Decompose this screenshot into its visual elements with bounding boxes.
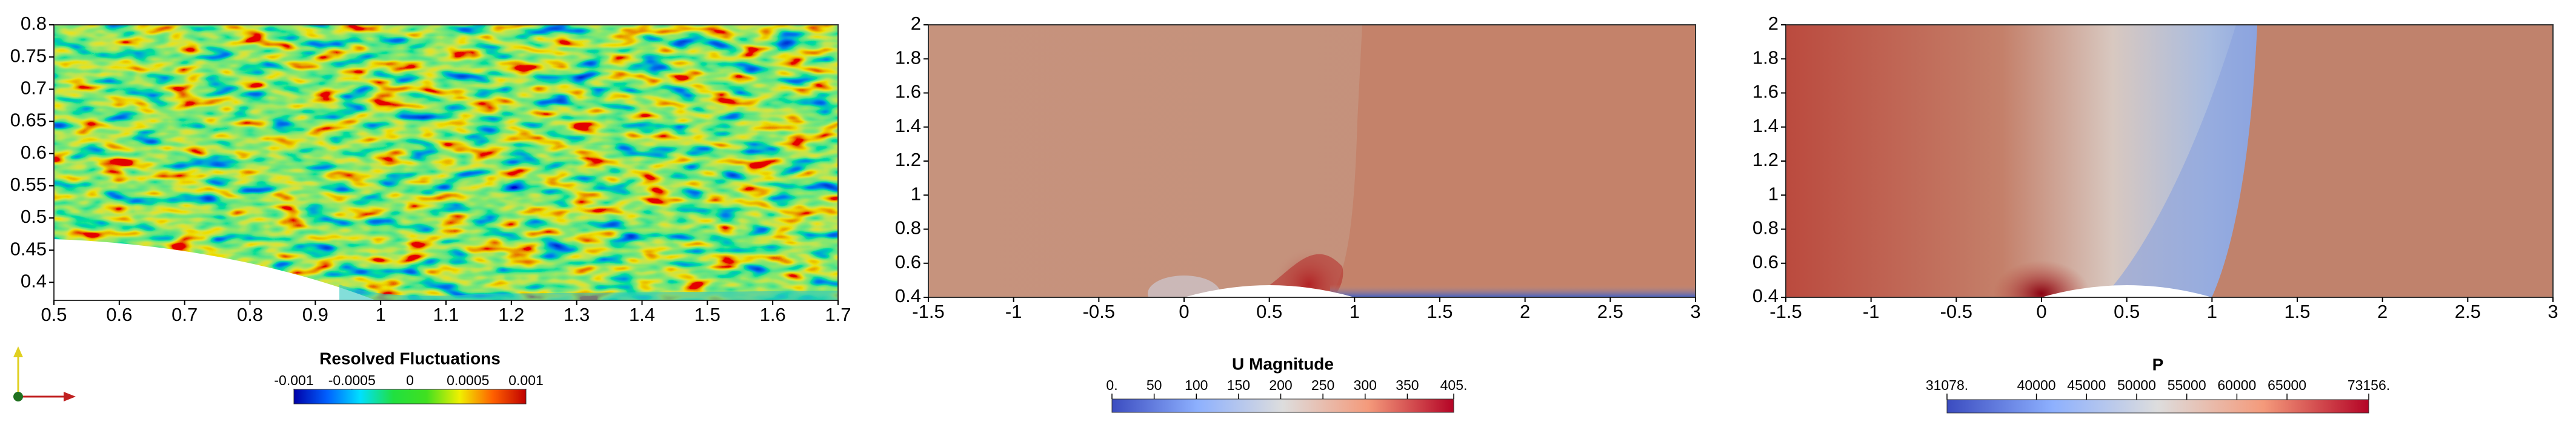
colorbar	[1111, 398, 1454, 413]
colorbar-tick-label: 250	[1311, 377, 1334, 393]
y-tick-label: 1.2	[895, 149, 921, 170]
y-tick-label: 0.8	[1752, 217, 1779, 239]
x-tick-label: 2.5	[1597, 301, 1623, 322]
y-tick-label: 0.75	[10, 45, 47, 66]
colorbar-title: U Magnitude	[1232, 354, 1334, 373]
x-tick-label: 1.5	[2284, 301, 2310, 322]
x-tick-label: -1.5	[1769, 301, 1802, 322]
colorbar-tick-label: 55000	[2168, 377, 2206, 393]
colorbar-tick-label: 31078.	[1926, 377, 1968, 393]
colorbar-tick-label: 405.	[1440, 377, 1468, 393]
x-tick-label: 3	[2548, 301, 2558, 322]
y-tick-label: 0.45	[10, 238, 47, 259]
y-tick-label: 1.2	[1752, 149, 1779, 170]
colorbar-title: P	[2152, 355, 2164, 374]
field-velocity	[928, 25, 1696, 297]
x-tick-label: 0.5	[2114, 301, 2140, 322]
colorbar-tick-label: 300	[1354, 377, 1377, 393]
x-tick-label: 0.8	[237, 304, 263, 325]
y-tick-label: 1.6	[1752, 81, 1779, 102]
colorbar-tick-label: 0	[406, 372, 414, 388]
y-tick-label: 0.4	[895, 285, 921, 306]
x-tick-label: 0.9	[302, 304, 328, 325]
colorbar-tick-label: 200	[1269, 377, 1292, 393]
x-tick-label: -1	[1863, 301, 1880, 322]
colorbar-tick-label: 50	[1147, 377, 1162, 393]
colorbar	[293, 389, 527, 404]
x-tick-label: 0.5	[1256, 301, 1282, 322]
colorbar-tick-label: 65000	[2268, 377, 2306, 393]
y-tick-label: 1.8	[1752, 47, 1779, 68]
x-tick-label: 0	[1179, 301, 1189, 322]
y-tick-label: 0.5	[21, 206, 47, 227]
y-tick-label: 2	[911, 13, 921, 34]
field-pressure	[1786, 25, 2553, 297]
x-tick-label: 3	[1690, 301, 1700, 322]
y-tick-label: 1	[911, 183, 921, 204]
y-tick-label: 0.4	[1752, 285, 1779, 306]
x-tick-label: 0.5	[41, 304, 67, 325]
y-tick-label: 0.4	[21, 270, 47, 291]
x-tick-label: 1.2	[498, 304, 524, 325]
y-tick-label: 1.4	[895, 115, 921, 136]
x-tick-label: 2.5	[2455, 301, 2481, 322]
colorbar-tick-label: 150	[1227, 377, 1250, 393]
y-tick-label: 0.6	[895, 251, 921, 272]
x-tick-label: 1.5	[694, 304, 721, 325]
x-tick-label: 2	[1520, 301, 1530, 322]
colorbar-title: Resolved Fluctuations	[319, 349, 501, 368]
x-tick-label: 0.7	[171, 304, 198, 325]
x-tick-label: 1	[1350, 301, 1360, 322]
y-tick-label: 0.7	[21, 77, 47, 98]
x-tick-label: 1.7	[825, 304, 851, 325]
colorbar-tick-label: 0.001	[508, 372, 544, 388]
x-tick-label: 2	[2377, 301, 2388, 322]
y-tick-label: 1.6	[895, 81, 921, 102]
colorbar-tick-label: 350	[1396, 377, 1419, 393]
x-tick-label: 0	[2036, 301, 2046, 322]
x-tick-label: 1	[2207, 301, 2217, 322]
y-tick-label: 0.6	[1752, 251, 1779, 272]
x-tick-label: 0.6	[106, 304, 132, 325]
colorbar-tick-label: -0.001	[274, 372, 313, 388]
colorbar-tick-label: 60000	[2217, 377, 2256, 393]
x-tick-label: 1.4	[629, 304, 655, 325]
x-tick-label: 1.3	[564, 304, 590, 325]
y-tick-label: 0.65	[10, 110, 47, 131]
colorbar-tick-label: 50000	[2117, 377, 2156, 393]
y-tick-label: 0.8	[21, 13, 47, 34]
y-tick-label: 0.6	[21, 142, 47, 163]
x-tick-label: -1.5	[912, 301, 944, 322]
x-tick-label: 1.1	[433, 304, 459, 325]
colorbar-tick-label: -0.0005	[328, 372, 376, 388]
y-tick-label: 0.55	[10, 174, 47, 195]
colorbar-tick-label: 40000	[2017, 377, 2056, 393]
orientation-axes	[13, 346, 76, 401]
y-tick-label: 0.8	[895, 217, 921, 239]
colorbar	[1946, 399, 2369, 414]
colorbar-tick-label: 45000	[2067, 377, 2106, 393]
field-fluctuations	[54, 25, 838, 300]
colorbar-tick-label: 0.	[1106, 377, 1117, 393]
y-tick-label: 1.8	[895, 47, 921, 68]
x-tick-label: 1	[376, 304, 386, 325]
colorbar-tick-label: 0.0005	[447, 372, 489, 388]
colorbar-tick-label: 100	[1185, 377, 1208, 393]
x-tick-label: -1	[1005, 301, 1022, 322]
x-tick-label: -0.5	[1083, 301, 1115, 322]
x-tick-label: -0.5	[1940, 301, 1972, 322]
y-tick-label: 1	[1768, 183, 1779, 204]
x-tick-label: 1.6	[760, 304, 786, 325]
y-tick-label: 1.4	[1752, 115, 1779, 136]
y-tick-label: 2	[1768, 13, 1779, 34]
x-tick-label: 1.5	[1426, 301, 1453, 322]
colorbar-tick-label: 73156.	[2348, 377, 2390, 393]
